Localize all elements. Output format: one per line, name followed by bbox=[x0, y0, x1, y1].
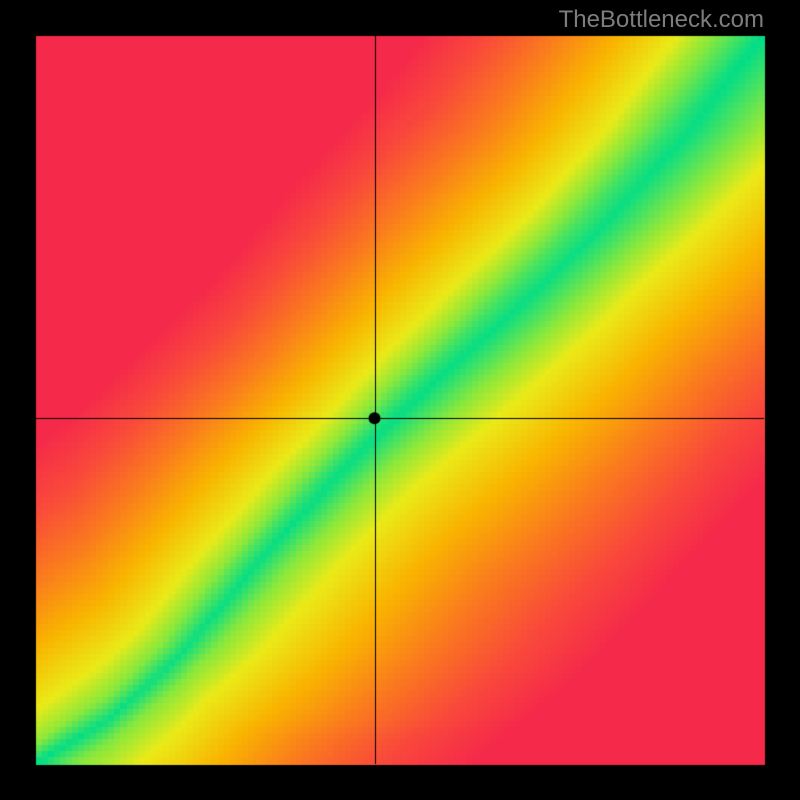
bottleneck-heatmap bbox=[0, 0, 800, 800]
watermark-text: TheBottleneck.com bbox=[559, 6, 764, 34]
chart-container: { "canvas": { "width": 800, "height": 80… bbox=[0, 0, 800, 800]
